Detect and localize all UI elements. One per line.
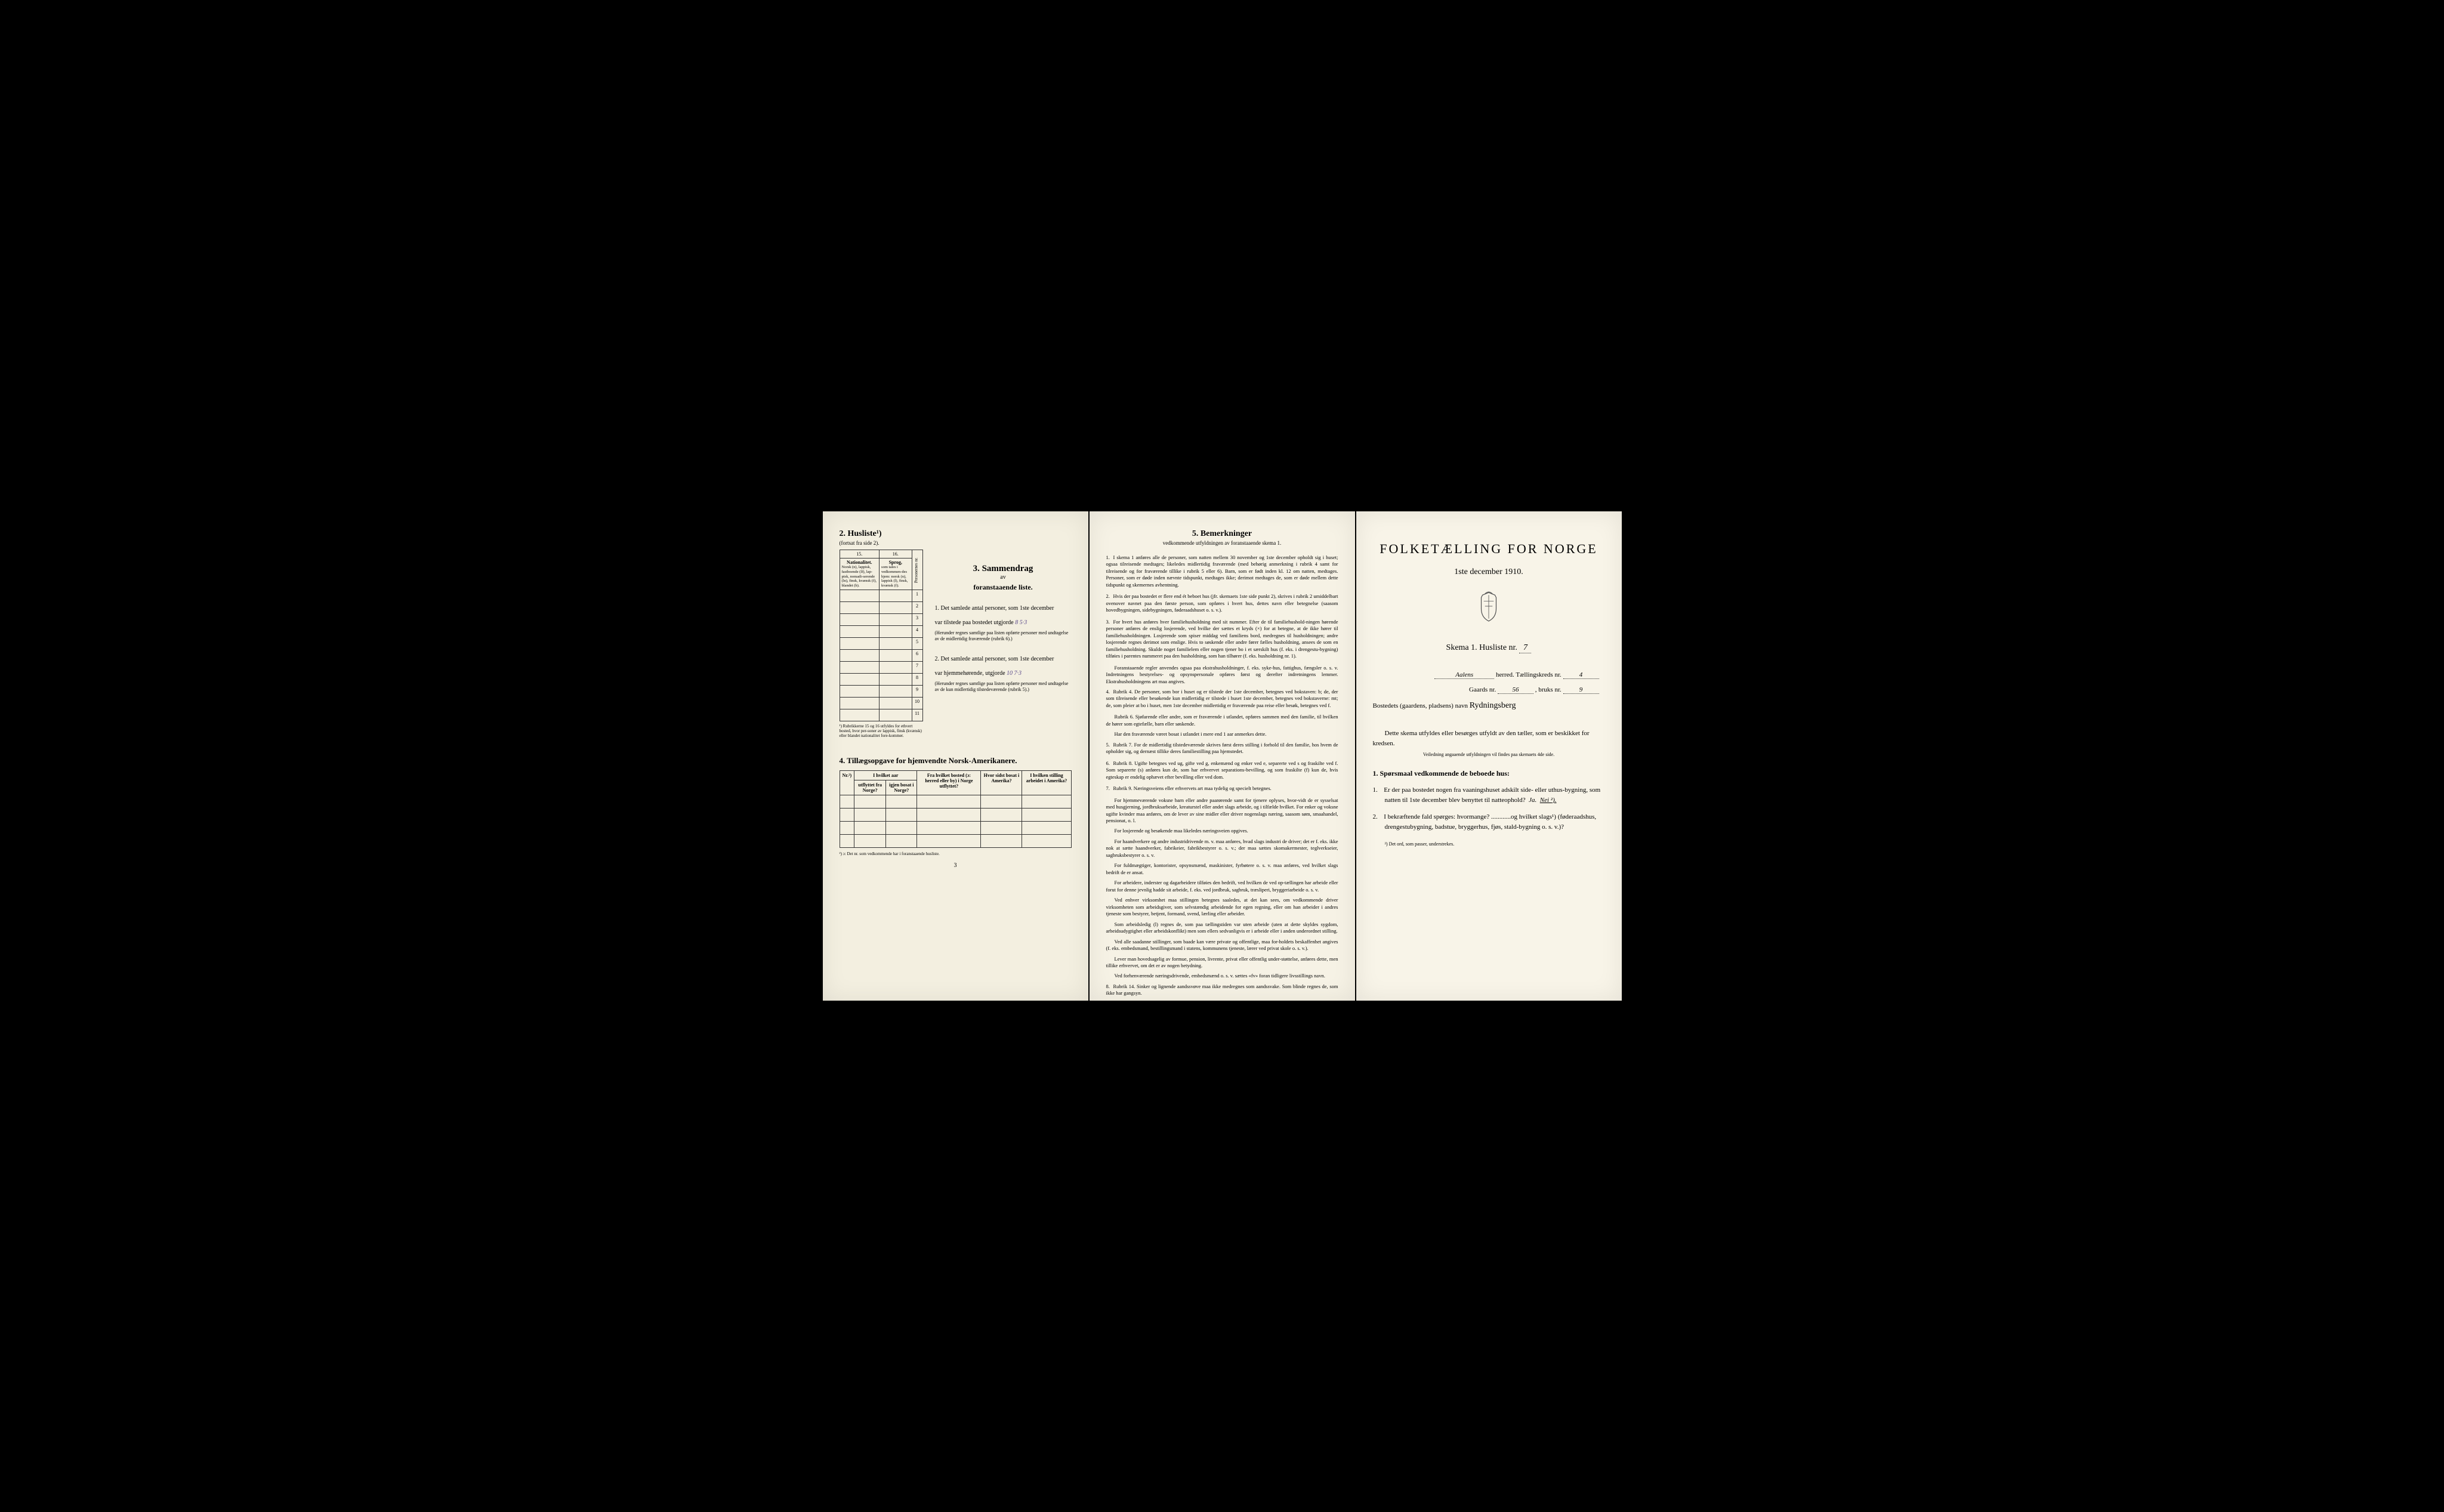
page-3: 2. Husliste¹) (fortsat fra side 2). 15. … <box>823 511 1088 1001</box>
table-footnote: ¹) Rubrikkerne 15 og 16 utfyldes for eth… <box>840 724 923 738</box>
handwritten-value: Aalens <box>1434 671 1494 679</box>
bosted-line: Bostedets (gaardens, pladsens) navn Rydn… <box>1373 701 1605 711</box>
page-number: 3 <box>840 862 1072 869</box>
question-1: 1. Er der paa bostedet nogen fra vaaning… <box>1385 785 1605 805</box>
page-number: 4 <box>1106 1005 1338 1012</box>
s4-col-1a: utflyttet fra Norge? <box>854 780 886 795</box>
section-4-table: Nr.²) I hvilket aar Fra hvilket bosted (… <box>840 770 1072 848</box>
page-1-cover: FOLKETÆLLING FOR NORGE 1ste december 191… <box>1356 511 1622 1001</box>
gaards-line: Gaards nr. 56 , bruks nr. 9 <box>1373 686 1605 694</box>
section-4-footnote: ²) ɔ: Det nr. som vedkommende har i fora… <box>840 851 1072 856</box>
bemerk-para: Rubrik 6. Sjøfarende eller andre, som er… <box>1106 714 1338 727</box>
bemerk-para: Lever man hovedsagelig av formue, pensio… <box>1106 956 1338 970</box>
bemerk-para: For haandverkere og andre industridriven… <box>1106 838 1338 859</box>
table-row: 7 <box>840 661 922 673</box>
sammendrag-section: 3. Sammendrag av foranstaaende liste. 1.… <box>935 564 1072 693</box>
table-row <box>840 808 1071 821</box>
col-15: 15. <box>840 550 880 558</box>
bemerkninger-title: 5. Bemerkninger <box>1106 529 1338 539</box>
s4-col-4: I hvilken stilling arbeidet i Amerika? <box>1022 770 1071 795</box>
table-row: 3 <box>840 613 922 625</box>
table-row <box>840 821 1071 834</box>
bemerk-para: For fuldmægtiger, kontorister, opsynsmæn… <box>1106 862 1338 876</box>
bemerk-item: 5.Rubrik 7. For de midlertidig tilstedev… <box>1106 742 1338 755</box>
sammendrag-title: 3. Sammendrag <box>935 564 1072 574</box>
col-nr: Personernes nr. <box>912 550 922 590</box>
sammendrag-item-1: 1. Det samlede antal personer, som 1ste … <box>935 604 1072 643</box>
husliste-header: 2. Husliste¹) <box>840 529 1072 539</box>
question-2: 2. I bekræftende fald spørges: hvormange… <box>1385 812 1605 832</box>
bemerk-para: Ved forhenværende næringsdrivende, embed… <box>1106 973 1338 979</box>
bemerk-para: Som arbeidsledig (l) regnes de, som paa … <box>1106 921 1338 935</box>
table-row: 4 <box>840 625 922 637</box>
instruction-small: Veiledning angaaende utfyldningen vil fi… <box>1373 752 1605 757</box>
main-date: 1ste december 1910. <box>1373 567 1605 577</box>
question-footnote: ²) Det ord, som passer, understrekes. <box>1385 841 1605 847</box>
col-16: 16. <box>880 550 912 558</box>
bemerk-para: For losjerende og besøkende maa likelede… <box>1106 828 1338 834</box>
s4-col-3: Hvor sidst bosat i Amerika? <box>981 770 1022 795</box>
table-row <box>840 795 1071 808</box>
printer-mark: Steen'ske Bogtr. Kr.a. <box>1106 1014 1338 1019</box>
sammendrag-av: av <box>935 574 1072 581</box>
main-title: FOLKETÆLLING FOR NORGE <box>1373 541 1605 557</box>
table-row: 11 <box>840 709 922 721</box>
bemerk-para: For hjemmeværende voksne barn eller andr… <box>1106 797 1338 825</box>
col-15-detail: Nationalitet. Norsk (n), lappisk, fastbo… <box>840 558 880 590</box>
bemerk-item: 4.Rubrik 4. De personer, som bor i huset… <box>1106 689 1338 709</box>
table-row: 6 <box>840 649 922 661</box>
bemerk-para: Har den fraværende været bosat i utlande… <box>1106 731 1338 738</box>
table-row <box>840 834 1071 847</box>
bemerk-item: 8.Rubrik 14. Sinker og lignende aandssvø… <box>1106 983 1338 997</box>
handwritten-value: 9 <box>1563 686 1599 694</box>
table-row: 5 <box>840 637 922 649</box>
table-row: 1 <box>840 590 922 601</box>
skema-line: Skema 1. Husliste nr. 7 <box>1373 643 1605 653</box>
question-header: 1. Spørsmaal vedkommende de beboede hus: <box>1373 769 1605 778</box>
bemerk-para: Foranstaaende regler anvendes ogsaa paa … <box>1106 665 1338 685</box>
bemerk-item: 3.For hvert hus anføres hver familiehush… <box>1106 619 1338 660</box>
handwritten-value: 8 5·3 <box>1015 619 1027 626</box>
bemerkninger-sub: vedkommende utfyldningen av foranstaaend… <box>1106 540 1338 546</box>
page-4: 5. Bemerkninger vedkommende utfyldningen… <box>1090 511 1355 1001</box>
bemerkninger-list: 1.I skema 1 anføres alle de personer, so… <box>1106 554 1338 997</box>
bemerk-item: 2.Hvis der paa bostedet er flere end ét … <box>1106 593 1338 613</box>
bemerk-item: 1.I skema 1 anføres alle de personer, so… <box>1106 554 1338 588</box>
herred-line: Aalens herred. Tællingskreds nr. 4 <box>1373 671 1605 679</box>
bemerk-para: Ved alle saadanne stillinger, som baade … <box>1106 939 1338 952</box>
s4-col-2: Fra hvilket bosted (ɔ: herred eller by) … <box>917 770 981 795</box>
nationality-table: 15. 16. Personernes nr. Nationalitet. No… <box>840 550 923 721</box>
s4-col-1: I hvilket aar <box>854 770 917 780</box>
table-row: 10 <box>840 697 922 709</box>
sammendrag-sub: foranstaaende liste. <box>935 583 1072 592</box>
table-row: 2 <box>840 601 922 613</box>
handwritten-value: 56 <box>1498 686 1533 694</box>
col-16-detail: Sprog, som tales i vedkommen-des hjem: n… <box>880 558 912 590</box>
handwritten-value: 10 7·3 <box>1007 670 1022 677</box>
handwritten-value: Rydningsberg <box>1470 701 1516 710</box>
document-spread: 2. Husliste¹) (fortsat fra side 2). 15. … <box>823 511 1622 1001</box>
handwritten-value: 4 <box>1563 671 1599 679</box>
bemerk-para: Ved enhver virksomhet maa stillingen bet… <box>1106 897 1338 917</box>
husliste-sub: (fortsat fra side 2). <box>840 540 1072 546</box>
s4-col-nr: Nr.²) <box>840 770 854 795</box>
coat-of-arms-icon <box>1373 591 1605 625</box>
table-row: 8 <box>840 673 922 685</box>
instruction-text: Dette skema utfyldes eller besørges utfy… <box>1373 729 1605 748</box>
handwritten-value: 7 <box>1519 643 1531 653</box>
bemerk-item: 6.Rubrik 8. Ugifte betegnes ved ug, gift… <box>1106 760 1338 780</box>
section-4-title: 4. Tillægsopgave for hjemvendte Norsk-Am… <box>840 756 1072 766</box>
sammendrag-item-2: 2. Det samlede antal personer, som 1ste … <box>935 655 1072 693</box>
s4-col-1b: igjen bosat i Norge? <box>886 780 917 795</box>
table-row: 9 <box>840 685 922 697</box>
bemerk-para: For arbeidere, inderster og dagarbeidere… <box>1106 880 1338 893</box>
bemerk-item: 7.Rubrik 9. Næringsveiens eller erhverve… <box>1106 785 1338 792</box>
